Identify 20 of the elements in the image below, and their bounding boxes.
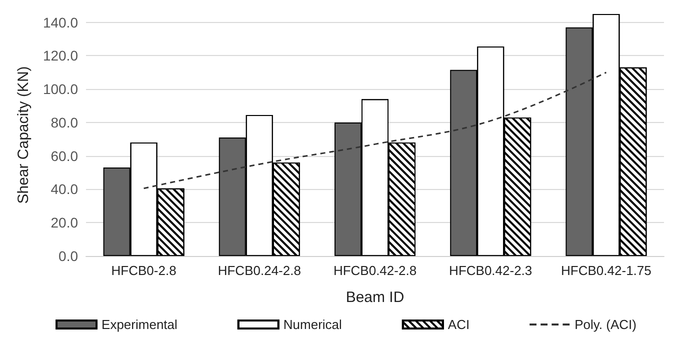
y-axis-title: Shear Capacity (KN) xyxy=(15,66,32,204)
y-tick-label: 0.0 xyxy=(58,248,78,264)
y-tick-label: 140.0 xyxy=(42,14,78,30)
y-tick-label: 40.0 xyxy=(50,181,78,198)
legend-label: Experimental xyxy=(102,317,178,332)
x-tick-label: HFCB0-2.8 xyxy=(111,263,176,278)
x-tick-label: HFCB0.42-1.75 xyxy=(561,263,652,278)
legend-label: Poly. (ACI) xyxy=(574,317,636,332)
y-tick-label: 20.0 xyxy=(50,214,78,231)
x-tick-label: HFCB0.42-2.8 xyxy=(333,263,417,278)
line-series xyxy=(143,72,607,190)
y-tick-label: 100.0 xyxy=(42,81,78,98)
y-tick-label: 60.0 xyxy=(50,148,78,164)
y-tick-label: 120.0 xyxy=(42,48,78,64)
x-tick-label: HFCB0.42-2.3 xyxy=(449,263,532,278)
x-axis-title: Beam ID xyxy=(346,289,404,306)
x-tick-label: HFCB0.24-2.8 xyxy=(218,263,301,278)
legend-label: ACI xyxy=(448,317,470,332)
y-tick-label: 80.0 xyxy=(50,114,78,130)
legend-label: Numerical xyxy=(283,317,342,332)
